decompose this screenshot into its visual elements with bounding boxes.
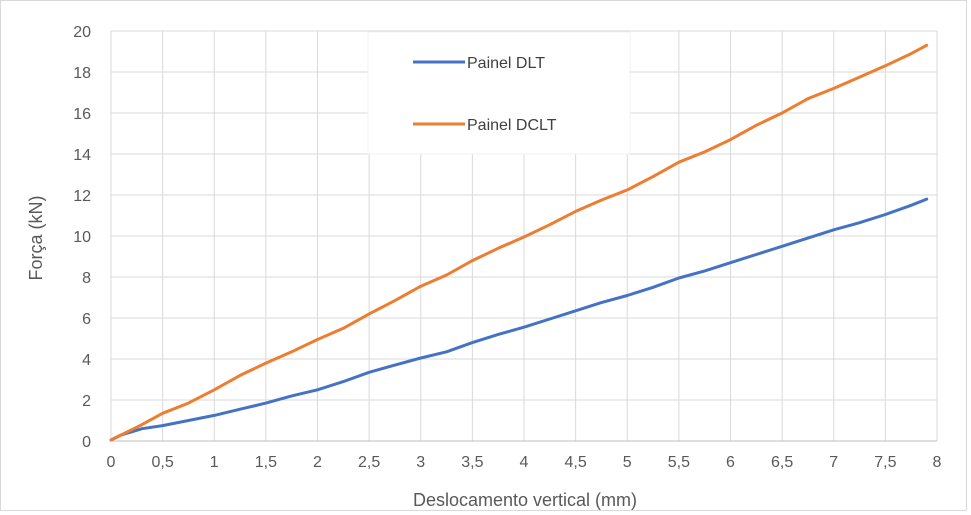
x-tick-label: 2 — [313, 454, 322, 471]
y-tick-label: 12 — [73, 188, 91, 205]
x-tick-label: 7 — [829, 454, 838, 471]
series-line-1 — [109, 197, 929, 442]
y-tick-label: 20 — [73, 24, 91, 41]
legend: Painel DLT Painel DCLT — [367, 31, 631, 155]
x-tick-label: 1,5 — [255, 454, 277, 471]
x-tick-label: 0,5 — [152, 454, 174, 471]
x-tick-label: 4,5 — [565, 454, 587, 471]
y-tick-label: 0 — [82, 434, 91, 451]
y-tick-label: 4 — [82, 352, 91, 369]
x-tick-label: 0 — [107, 454, 116, 471]
x-tick-label: 6 — [726, 454, 735, 471]
x-tick-label: 7,5 — [874, 454, 896, 471]
x-tick-label: 8 — [933, 454, 942, 471]
y-axis-title: Força (kN) — [26, 196, 46, 281]
legend-label-1: Painel DLT — [467, 55, 545, 72]
series-line-2 — [109, 43, 929, 442]
legend-box — [367, 31, 631, 155]
x-tick-label: 1 — [210, 454, 219, 471]
x-tick-label: 5,5 — [668, 454, 690, 471]
y-tick-label: 6 — [82, 311, 91, 328]
x-tick-label: 3 — [416, 454, 425, 471]
x-axis-title: Deslocamento vertical (mm) — [413, 490, 637, 510]
x-tick-label: 4 — [520, 454, 529, 471]
y-tick-label: 2 — [82, 393, 91, 410]
tick-labels: 0 0,5 1 1,5 2 2,5 3 3,5 4 4,5 5 5,5 6 6,5 7 7,5 8 0 2 4 6 8 10… — [73, 24, 941, 471]
x-tick-label: 2,5 — [358, 454, 380, 471]
legend-label-2: Painel DCLT — [467, 117, 557, 134]
y-tick-label: 18 — [73, 65, 91, 82]
y-tick-label: 14 — [73, 147, 91, 164]
x-tick-label: 5 — [623, 454, 632, 471]
y-tick-label: 8 — [82, 270, 91, 287]
y-tick-label: 10 — [73, 229, 91, 246]
series-lines — [109, 43, 929, 442]
y-tick-label: 16 — [73, 106, 91, 123]
x-tick-label: 3,5 — [461, 454, 483, 471]
x-tick-label: 6,5 — [771, 454, 793, 471]
